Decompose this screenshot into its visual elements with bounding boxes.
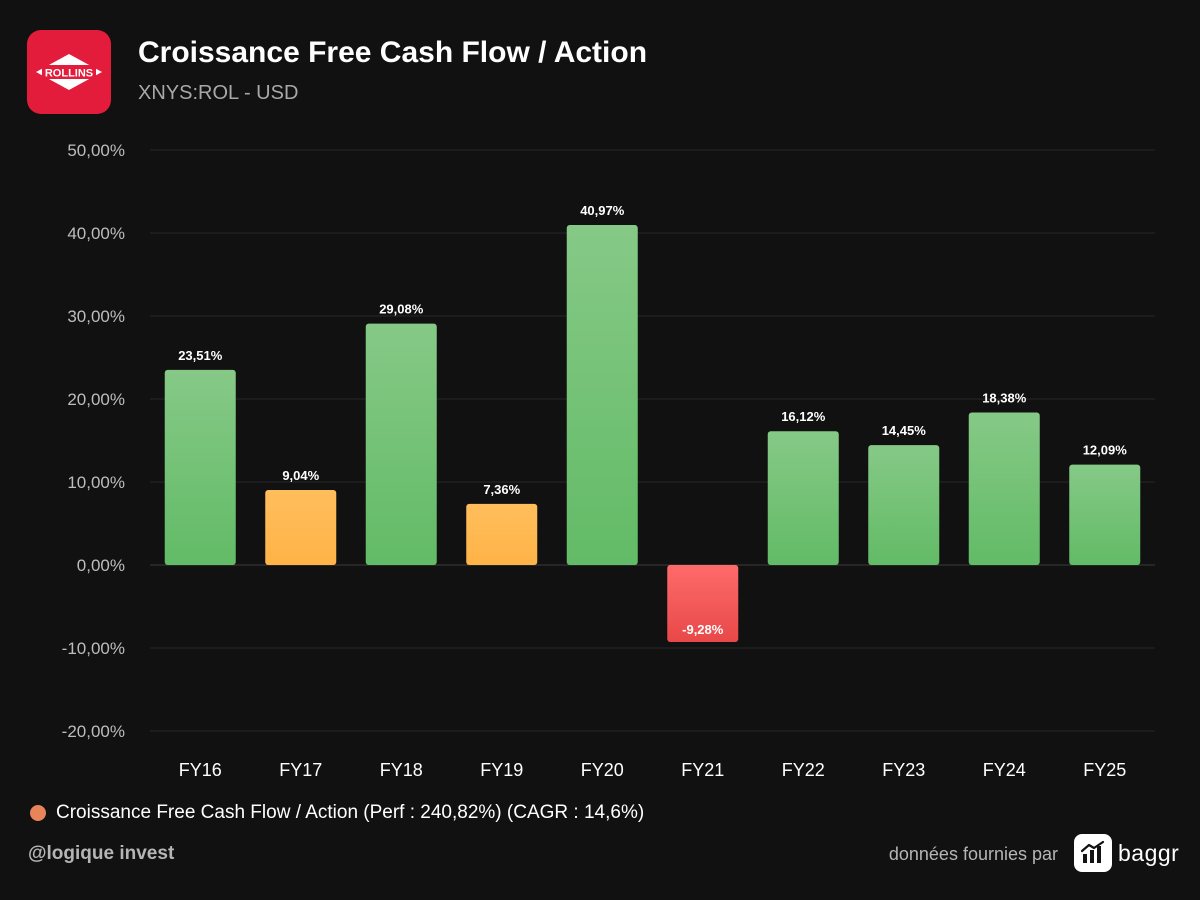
bar-fy20[interactable] xyxy=(566,224,638,565)
x-tick-label: FY21 xyxy=(681,760,724,780)
x-tick-label: FY19 xyxy=(480,760,523,780)
page-subtitle: XNYS:ROL - USD xyxy=(138,82,299,104)
data-label: 40,97% xyxy=(580,203,625,218)
y-tick-label: 10,00% xyxy=(67,473,125,492)
x-tick-label: FY17 xyxy=(279,760,322,780)
x-tick-label: FY20 xyxy=(581,760,624,780)
bar-fy18[interactable] xyxy=(365,323,437,565)
y-axis-labels: 50,00% 40,00% 30,00% 20,00% 10,00% 0,00% -10,0… xyxy=(62,141,125,741)
x-axis-labels: FY16 FY17 FY18 FY19 FY20 FY21 FY22 FY23 FY24 FY25 xyxy=(179,760,1127,780)
y-tick-label: -10,00% xyxy=(62,639,125,658)
x-tick-label: FY16 xyxy=(179,760,222,780)
x-tick-label: FY23 xyxy=(882,760,925,780)
data-label: -9,28% xyxy=(682,622,724,637)
y-tick-label: 50,00% xyxy=(67,141,125,160)
data-source-text: données fournies par xyxy=(888,844,1058,864)
bar-fy23[interactable] xyxy=(868,445,940,565)
x-tick-label: FY24 xyxy=(983,760,1026,780)
data-label: 7,36% xyxy=(483,482,520,497)
baggr-logo-icon[interactable] xyxy=(1074,834,1112,872)
y-tick-label: 30,00% xyxy=(67,307,125,326)
logo-text: ROLLINS xyxy=(45,68,93,80)
legend-label: Croissance Free Cash Flow / Action (Perf… xyxy=(56,802,645,823)
x-tick-label: FY25 xyxy=(1083,760,1126,780)
y-tick-label: 20,00% xyxy=(67,390,125,409)
bar-fy25[interactable] xyxy=(1069,464,1141,565)
data-labels: 23,51% 9,04% 29,08% 7,36% 40,97% -9,28% 16,12%… xyxy=(178,203,1127,637)
page-title: Croissance Free Cash Flow / Action xyxy=(138,36,648,69)
x-tick-label: FY18 xyxy=(380,760,423,780)
data-label: 23,51% xyxy=(178,348,223,363)
data-label: 12,09% xyxy=(1083,443,1128,458)
bar-fy19[interactable] xyxy=(466,503,538,565)
legend-marker xyxy=(30,805,46,821)
author-handle: @logique invest xyxy=(28,843,175,864)
data-label: 9,04% xyxy=(282,468,319,483)
bar-fy17[interactable] xyxy=(265,489,337,565)
x-tick-label: FY22 xyxy=(782,760,825,780)
brand-name[interactable]: baggr xyxy=(1118,840,1180,866)
rollins-logo-icon: ROLLINS xyxy=(36,54,102,90)
chart-growth-icon xyxy=(1080,840,1105,863)
data-label: 16,12% xyxy=(781,409,826,424)
bar-fy21[interactable] xyxy=(667,565,739,643)
company-logo: ROLLINS xyxy=(27,30,111,114)
data-label: 18,38% xyxy=(982,390,1027,405)
bars xyxy=(164,224,1141,643)
y-tick-label: -20,00% xyxy=(62,722,125,741)
bar-fy22[interactable] xyxy=(767,431,839,565)
bar-fy24[interactable] xyxy=(968,412,1040,565)
y-tick-label: 0,00% xyxy=(77,556,125,575)
bar-fy16[interactable] xyxy=(164,369,236,565)
data-label: 14,45% xyxy=(882,423,927,438)
legend[interactable]: Croissance Free Cash Flow / Action (Perf… xyxy=(30,802,644,824)
data-label: 29,08% xyxy=(379,302,424,317)
y-tick-label: 40,00% xyxy=(67,224,125,243)
